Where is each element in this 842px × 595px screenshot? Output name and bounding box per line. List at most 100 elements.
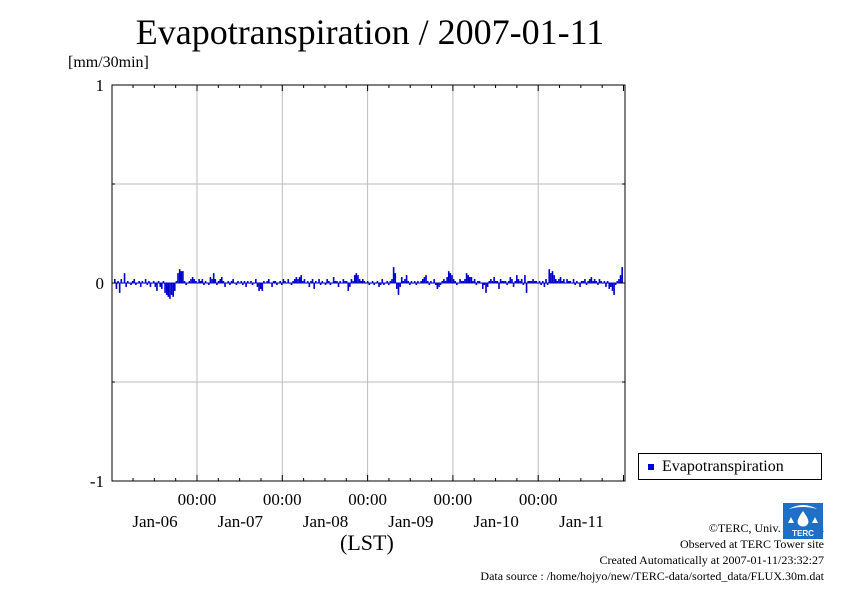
series-bar — [332, 277, 335, 283]
series-bar — [399, 283, 401, 287]
x-tick-date-label: Jan-09 — [388, 512, 433, 531]
series-bar — [326, 279, 328, 283]
series-bar — [310, 281, 312, 283]
series-bar — [441, 281, 444, 283]
series-bar — [336, 281, 338, 283]
series-bar — [357, 275, 359, 283]
series-bar — [483, 283, 486, 285]
series-bar — [185, 283, 187, 285]
series-bar — [156, 283, 158, 291]
series-bar — [491, 281, 494, 283]
series-bar — [279, 281, 281, 283]
series-bar — [426, 281, 429, 283]
series-bar — [391, 279, 393, 283]
series-bar — [175, 281, 178, 283]
series-bar — [520, 279, 523, 283]
x-tick-time-label: 00:00 — [263, 490, 302, 509]
series-bar — [428, 283, 431, 285]
series-bar — [392, 267, 395, 283]
series-bar — [447, 271, 450, 283]
series-bar — [199, 281, 202, 283]
series-bar — [261, 283, 264, 291]
series-bar — [123, 273, 126, 283]
series-bar — [410, 281, 413, 283]
series-bar — [379, 283, 382, 285]
series-bar — [255, 279, 257, 283]
y-tick-label: 0 — [96, 274, 105, 293]
series-bar — [143, 283, 145, 284]
series-bar — [170, 283, 173, 295]
series-bar — [259, 283, 262, 289]
series-bar — [613, 283, 615, 295]
series-bar — [418, 283, 421, 284]
series-bar — [524, 275, 526, 283]
data-source-text: Data source : /home/hojyo/new/TERC-data/… — [480, 569, 824, 583]
series-bar — [603, 281, 606, 283]
series-bar — [517, 279, 520, 283]
series-bar — [595, 281, 598, 283]
series-bar — [214, 279, 217, 283]
series-bar — [509, 277, 512, 283]
series-bar — [263, 281, 265, 283]
series-bar — [253, 283, 256, 284]
series-bar — [120, 279, 123, 283]
series-bar — [358, 279, 361, 283]
series-bar — [339, 281, 341, 283]
series-bar — [446, 277, 448, 283]
series-bar — [323, 283, 325, 284]
series-bar — [415, 283, 418, 285]
series-bar — [172, 283, 174, 297]
series-bar — [340, 283, 343, 284]
series-bar — [204, 281, 207, 283]
series-bar — [535, 281, 538, 283]
series-bar — [464, 279, 466, 283]
series-bar — [363, 281, 366, 283]
series-bar — [530, 281, 533, 283]
series-bar — [122, 283, 124, 284]
series-bar — [543, 283, 546, 287]
series-bar — [580, 281, 583, 283]
series-bar — [593, 279, 596, 283]
series-bar — [481, 283, 484, 289]
credits-block: ©TERC, Univ. Tsukuba Observed at TERC To… — [480, 520, 824, 584]
x-tick-date-label: Jan-10 — [474, 512, 519, 531]
series-bar — [151, 283, 153, 284]
series-bar — [277, 283, 280, 284]
series-bar — [514, 281, 517, 283]
series-bar — [362, 279, 364, 283]
series-bar — [321, 281, 324, 283]
series-bar — [538, 281, 541, 283]
series-bar — [271, 283, 273, 287]
series-bar — [268, 279, 270, 283]
series-bar — [352, 281, 354, 283]
series-bar — [577, 283, 580, 284]
series-bar — [449, 273, 452, 283]
series-bar — [256, 283, 259, 287]
series-bar — [477, 281, 479, 283]
series-bar — [488, 281, 491, 283]
series-bar — [313, 283, 316, 289]
series-bar — [553, 275, 555, 283]
series-bar — [139, 283, 142, 287]
series-bar — [470, 277, 473, 283]
series-bar — [248, 283, 251, 284]
series-bar — [413, 281, 416, 283]
series-bar — [297, 279, 299, 283]
series-bar — [300, 275, 303, 283]
series-bar — [152, 281, 155, 283]
x-tick-time-label: 00:00 — [178, 490, 217, 509]
series-bar — [434, 283, 437, 285]
series-bar — [384, 283, 387, 284]
series-bar — [412, 283, 414, 284]
series-bar — [465, 273, 468, 283]
series-bar — [238, 283, 241, 284]
series-bar — [601, 283, 604, 284]
series-bar — [499, 279, 502, 283]
x-tick-date-label: Jan-06 — [132, 512, 177, 531]
series-bar — [130, 283, 132, 285]
series-bar — [572, 279, 575, 283]
series-bar — [600, 281, 602, 283]
series-bar — [353, 275, 356, 283]
series-bar — [164, 283, 166, 293]
